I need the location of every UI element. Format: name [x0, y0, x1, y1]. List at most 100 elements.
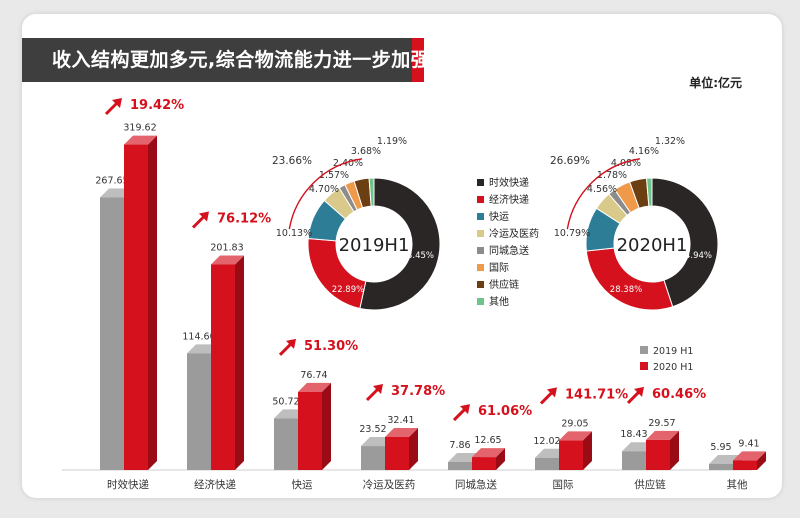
- pie-legend-swatch-7: [477, 298, 484, 305]
- bar-side-2020-4: [496, 448, 505, 470]
- donut-2020-center-title: 2020H1: [617, 235, 688, 256]
- legend-label-2020: 2020 H1: [653, 362, 693, 373]
- bar-side-2020-7: [757, 451, 766, 470]
- donut-2019-slice-label-4: 1.57%: [319, 170, 349, 181]
- donut-2019-slice-label-5: 2.40%: [333, 158, 363, 169]
- bar-side-2020-6: [670, 430, 679, 470]
- bar-2020-0: [124, 144, 148, 470]
- bar-value-label-2019-0: 267.65: [95, 175, 128, 186]
- bar-side-2020-3: [409, 428, 418, 470]
- x-tick-label-2: 快运: [292, 479, 313, 491]
- growth-label-0: 19.42%: [130, 98, 184, 113]
- bar-value-label-2020-7: 9.41: [738, 438, 759, 449]
- donut-2019-slice-label-0: 53.45%: [402, 251, 434, 261]
- bar-value-label-2019-2: 50.72: [272, 396, 299, 407]
- bar-top-2020-2: [298, 382, 331, 392]
- bar-side-2020-0: [148, 135, 157, 470]
- donut-2020-slice-0: [651, 177, 719, 308]
- bar-value-label-2020-6: 29.57: [648, 418, 675, 429]
- donut-2020-slice-label-3: 4.56%: [587, 184, 617, 195]
- bar-value-label-2019-1: 114.60: [182, 331, 215, 342]
- x-tick-label-7: 其他: [727, 478, 748, 491]
- bar-2020-3: [385, 437, 409, 470]
- bar-top-2020-5: [559, 431, 592, 441]
- donut-2020-slice-label-1: 28.38%: [610, 285, 642, 295]
- growth-arrow-icon: [365, 386, 381, 402]
- chart-card: 收入结构更加多元,综合物流能力进一步加强 单位:亿元 267.65 319.62 时…: [22, 14, 782, 498]
- bar-2020-5: [559, 440, 583, 470]
- bar-top-2020-7: [733, 451, 766, 461]
- donut-2019-center-title: 2019H1: [339, 235, 410, 256]
- growth-arrowhead-icon: [112, 98, 122, 108]
- legend-swatch-2020: [640, 362, 648, 370]
- x-tick-label-6: 供应链: [634, 478, 666, 491]
- donut-2020-slice-7: [645, 177, 653, 207]
- bar-side-2020-5: [583, 431, 592, 470]
- pie-legend-label-0: 时效快递: [489, 176, 529, 189]
- donut-2019-bracket-arc: [288, 158, 363, 230]
- donut-2020-slice-label-2: 10.79%: [554, 228, 590, 239]
- growth-arrowhead-icon: [634, 386, 644, 397]
- donut-2019-slice-7: [368, 177, 375, 207]
- growth-label-6: 60.46%: [652, 387, 706, 402]
- growth-arrowhead-icon: [460, 404, 470, 415]
- bar-2019-5: [535, 457, 559, 470]
- donut-2019-slice-label-2: 10.13%: [276, 228, 312, 239]
- donut-2020-slice-label-4: 1.78%: [597, 170, 627, 181]
- growth-arrowhead-icon: [286, 338, 296, 349]
- pie-legend-label-5: 国际: [489, 262, 509, 274]
- donut-2020-bracket-label: 26.69%: [550, 155, 590, 167]
- bar-value-label-2019-5: 12.02: [533, 436, 560, 447]
- bar-2020-1: [211, 264, 235, 470]
- bar-top-2020-1: [211, 255, 244, 265]
- x-tick-label-5: 国际: [553, 479, 574, 491]
- bar-value-label-2020-2: 76.74: [300, 370, 327, 381]
- bar-value-label-2019-6: 18.43: [620, 429, 647, 440]
- growth-arrowhead-icon: [547, 387, 557, 398]
- x-tick-label-3: 冷运及医药: [363, 478, 416, 491]
- donut-2020-slice-1: [585, 247, 674, 311]
- donut-2019-slice-label-7: 1.19%: [377, 136, 407, 147]
- pie-legend-label-2: 快运: [489, 211, 509, 223]
- growth-label-4: 61.06%: [478, 404, 532, 419]
- bar-2019-6: [622, 451, 646, 470]
- pie-legend-swatch-3: [477, 230, 484, 237]
- bar-2020-4: [472, 457, 496, 470]
- bar-value-label-2019-7: 5.95: [710, 442, 731, 453]
- title-bar: [22, 38, 412, 82]
- pie-legend-label-1: 经济快递: [489, 193, 529, 206]
- growth-label-1: 76.12%: [217, 212, 271, 227]
- chart-canvas: 267.65 319.62 时效快递 19.42% 114.60 201.83 经济快递 76…: [62, 98, 766, 491]
- pie-legend-swatch-1: [477, 196, 484, 203]
- donut-2020-slice-label-5: 4.08%: [611, 158, 641, 169]
- donut-2019-slice-0: [359, 177, 441, 311]
- bar-value-label-2020-5: 29.05: [561, 418, 588, 429]
- bar-2019-3: [361, 446, 385, 470]
- donut-2020-slice-label-0: 44.94%: [680, 251, 712, 261]
- growth-label-2: 51.30%: [304, 339, 358, 354]
- pie-legend-swatch-0: [477, 179, 484, 186]
- legend-swatch-2019: [640, 346, 648, 354]
- growth-label-3: 37.78%: [391, 384, 445, 399]
- donut-2019-slice-label-1: 22.89%: [332, 285, 364, 295]
- bar-2020-6: [646, 439, 670, 470]
- bar-2019-0: [100, 197, 124, 470]
- x-tick-label-1: 经济快递: [194, 478, 236, 491]
- pie-legend-swatch-6: [477, 281, 484, 288]
- donut-2020-bracket-arc: [566, 158, 641, 230]
- pie-legend-label-6: 供应链: [489, 278, 519, 291]
- x-tick-label-4: 同城急送: [455, 478, 497, 491]
- page-title: 收入结构更加多元,综合物流能力进一步加强: [52, 49, 431, 71]
- growth-label-5: 141.71%: [565, 387, 628, 402]
- bar-2020-2: [298, 391, 322, 470]
- growth-arrowhead-icon: [199, 211, 209, 222]
- growth-arrow-icon: [278, 341, 294, 356]
- bar-value-label-2020-3: 32.41: [387, 415, 414, 426]
- donut-2019-slice-label-6: 3.68%: [351, 146, 381, 157]
- bar-top-2020-0: [124, 135, 157, 145]
- bar-top-2020-3: [385, 428, 418, 438]
- pie-legend-label-4: 同城急送: [489, 244, 529, 257]
- donut-2020-slice-label-6: 4.16%: [629, 146, 659, 157]
- bar-side-2020-1: [235, 255, 244, 470]
- donut-2020-slice-label-7: 1.32%: [655, 136, 685, 147]
